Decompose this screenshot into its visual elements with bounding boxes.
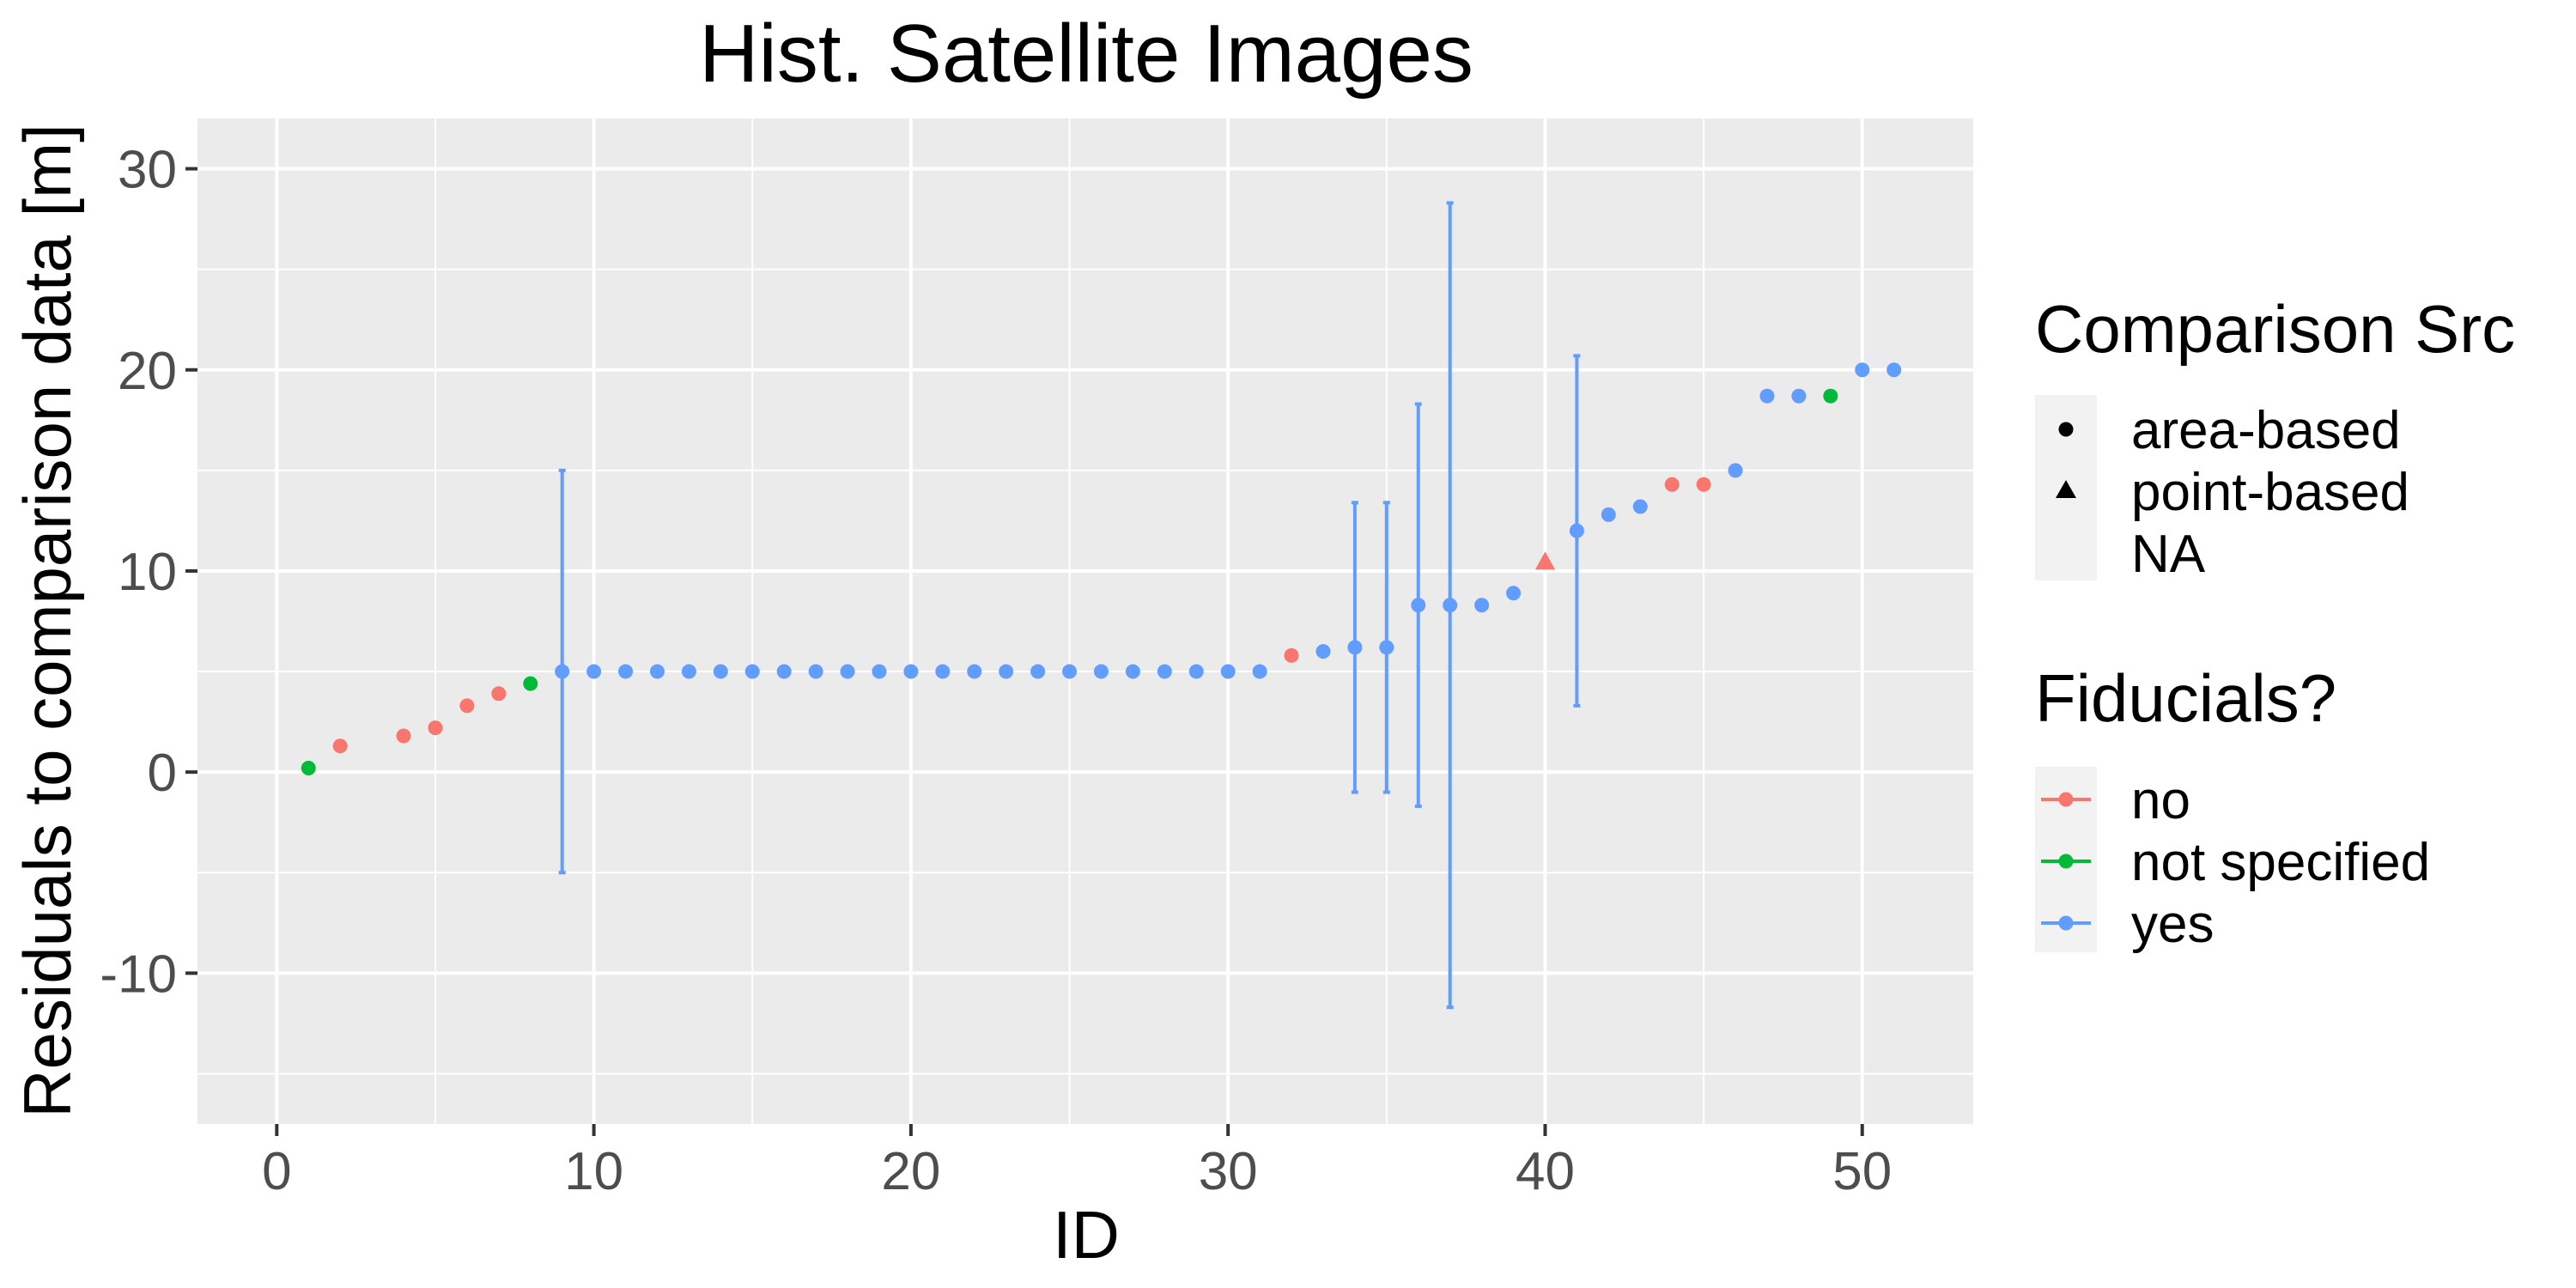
data-point bbox=[808, 664, 823, 679]
data-point bbox=[523, 676, 538, 691]
legend-key-point bbox=[2058, 854, 2074, 869]
data-point bbox=[1759, 388, 1775, 404]
data-point-triangle bbox=[1534, 551, 1556, 570]
y-tick-label: 0 bbox=[148, 744, 177, 803]
data-point bbox=[681, 664, 696, 679]
legend-color-label: yes bbox=[2131, 895, 2214, 954]
legend-shape-label: NA bbox=[2131, 525, 2206, 584]
data-point bbox=[459, 698, 475, 714]
legend-color-label: not specified bbox=[2131, 833, 2430, 892]
data-point bbox=[1125, 664, 1140, 679]
data-point bbox=[1347, 640, 1363, 655]
y-tick-label: 30 bbox=[118, 141, 177, 200]
legend-key-point bbox=[2058, 915, 2074, 931]
y-tick-label: -10 bbox=[100, 945, 177, 1004]
data-point bbox=[1474, 598, 1490, 613]
data-point bbox=[1443, 598, 1458, 613]
data-point bbox=[1791, 388, 1807, 404]
data-point bbox=[1823, 388, 1838, 404]
data-point bbox=[1252, 664, 1267, 679]
data-point bbox=[776, 664, 792, 679]
plot-panel bbox=[197, 118, 1973, 1124]
grid-major bbox=[197, 118, 1973, 1124]
data-point bbox=[1506, 586, 1522, 601]
x-tick-label: 10 bbox=[564, 1142, 623, 1201]
x-tick-label: 20 bbox=[881, 1142, 940, 1201]
legend-color-title: Fiducials? bbox=[2035, 660, 2336, 736]
data-point bbox=[1855, 362, 1870, 378]
legend-color-label: no bbox=[2131, 771, 2190, 830]
data-point bbox=[1601, 507, 1616, 522]
data-point bbox=[1696, 477, 1711, 492]
chart-title: Hist. Satellite Images bbox=[699, 8, 1473, 100]
data-point bbox=[618, 664, 634, 679]
data-point bbox=[967, 664, 982, 679]
data-point bbox=[555, 664, 570, 679]
data-point bbox=[396, 728, 411, 744]
x-tick-label: 50 bbox=[1832, 1142, 1892, 1201]
data-point bbox=[1220, 664, 1236, 679]
x-axis-title: ID bbox=[1053, 1197, 1120, 1273]
data-point bbox=[1284, 647, 1299, 663]
data-point bbox=[649, 664, 665, 679]
data-point bbox=[1728, 463, 1743, 478]
data-point bbox=[713, 664, 728, 679]
y-axis: -10 0 10 20 30 bbox=[100, 141, 197, 1004]
data-point bbox=[1632, 499, 1648, 514]
grid-minor bbox=[197, 118, 1973, 1124]
data-point bbox=[428, 720, 443, 736]
data-point bbox=[903, 664, 919, 679]
data-point bbox=[1093, 664, 1109, 679]
legend-key-triangle bbox=[2056, 480, 2076, 498]
legend-key-circle bbox=[2058, 422, 2074, 437]
data-point bbox=[491, 686, 507, 702]
data-point bbox=[744, 664, 760, 679]
x-tick-label: 0 bbox=[262, 1142, 291, 1201]
data-point bbox=[872, 664, 887, 679]
x-tick-label: 40 bbox=[1516, 1142, 1575, 1201]
data-points bbox=[301, 362, 1902, 775]
data-point bbox=[1569, 523, 1584, 538]
y-tick-label: 20 bbox=[118, 342, 177, 401]
data-point bbox=[1664, 477, 1680, 492]
y-tick-label: 10 bbox=[118, 543, 177, 602]
data-point bbox=[840, 664, 855, 679]
data-point bbox=[1157, 664, 1172, 679]
data-point bbox=[1188, 664, 1204, 679]
data-point bbox=[1315, 644, 1331, 659]
legend-shape-label: area-based bbox=[2131, 401, 2401, 460]
y-axis-title: Residuals to comparison data [m] bbox=[9, 124, 85, 1118]
data-point bbox=[935, 664, 951, 679]
data-point bbox=[301, 760, 316, 775]
data-point bbox=[1030, 664, 1046, 679]
data-point bbox=[332, 738, 348, 754]
data-point bbox=[1411, 598, 1426, 613]
data-point bbox=[586, 664, 602, 679]
data-point bbox=[999, 664, 1014, 679]
legend-shape-label: point-based bbox=[2131, 463, 2409, 522]
data-point bbox=[1379, 640, 1394, 655]
legend-key-point bbox=[2058, 792, 2074, 807]
legend-shape-title: Comparison Src bbox=[2035, 291, 2515, 367]
x-tick-label: 30 bbox=[1199, 1142, 1258, 1201]
data-point bbox=[1062, 664, 1078, 679]
x-axis: 0 10 20 30 40 50 bbox=[262, 1124, 1892, 1201]
data-point bbox=[1886, 362, 1902, 378]
